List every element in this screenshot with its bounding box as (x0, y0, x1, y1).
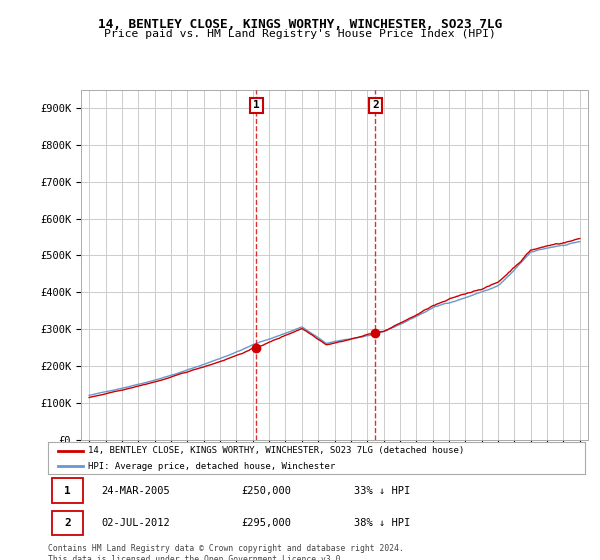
Text: Contains HM Land Registry data © Crown copyright and database right 2024.
This d: Contains HM Land Registry data © Crown c… (48, 544, 404, 560)
Text: Price paid vs. HM Land Registry's House Price Index (HPI): Price paid vs. HM Land Registry's House … (104, 29, 496, 39)
Text: HPI: Average price, detached house, Winchester: HPI: Average price, detached house, Winc… (88, 461, 335, 471)
Text: 2: 2 (64, 518, 71, 528)
Text: 33% ↓ HPI: 33% ↓ HPI (354, 486, 410, 496)
Text: £295,000: £295,000 (241, 518, 292, 528)
Text: 02-JUL-2012: 02-JUL-2012 (102, 518, 170, 528)
Text: 24-MAR-2005: 24-MAR-2005 (102, 486, 170, 496)
Text: 1: 1 (253, 100, 260, 110)
FancyBboxPatch shape (52, 511, 83, 535)
Text: £250,000: £250,000 (241, 486, 292, 496)
Text: 2: 2 (372, 100, 379, 110)
Text: 14, BENTLEY CLOSE, KINGS WORTHY, WINCHESTER, SO23 7LG (detached house): 14, BENTLEY CLOSE, KINGS WORTHY, WINCHES… (88, 446, 464, 455)
Text: 14, BENTLEY CLOSE, KINGS WORTHY, WINCHESTER, SO23 7LG: 14, BENTLEY CLOSE, KINGS WORTHY, WINCHES… (98, 18, 502, 31)
FancyBboxPatch shape (52, 478, 83, 503)
Text: 38% ↓ HPI: 38% ↓ HPI (354, 518, 410, 528)
Text: 1: 1 (64, 486, 71, 496)
